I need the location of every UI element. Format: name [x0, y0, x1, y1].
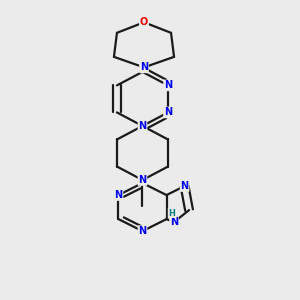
- Text: N: N: [170, 217, 178, 227]
- Text: O: O: [140, 17, 148, 27]
- Text: N: N: [138, 175, 147, 185]
- Text: N: N: [164, 80, 172, 90]
- Text: N: N: [164, 107, 172, 117]
- Text: N: N: [138, 121, 147, 131]
- Text: H: H: [168, 208, 175, 217]
- Text: N: N: [181, 181, 189, 191]
- Text: N: N: [140, 62, 148, 72]
- Text: N: N: [138, 226, 147, 236]
- Text: N: N: [114, 190, 122, 200]
